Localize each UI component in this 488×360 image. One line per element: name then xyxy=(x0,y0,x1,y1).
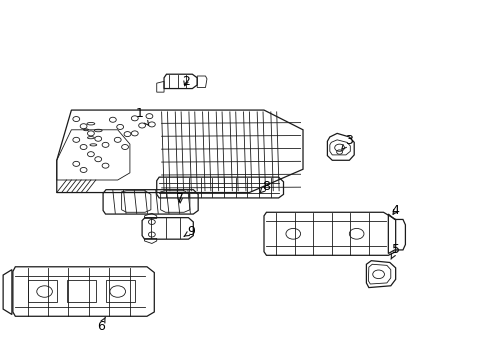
Text: 4: 4 xyxy=(391,204,399,217)
Text: 6: 6 xyxy=(97,317,105,333)
Text: 9: 9 xyxy=(183,225,194,238)
Text: 1: 1 xyxy=(136,107,148,125)
Text: 8: 8 xyxy=(259,180,270,193)
Text: 7: 7 xyxy=(176,192,184,205)
Text: 5: 5 xyxy=(390,243,399,259)
Text: 3: 3 xyxy=(341,134,352,149)
Text: 2: 2 xyxy=(182,75,189,88)
